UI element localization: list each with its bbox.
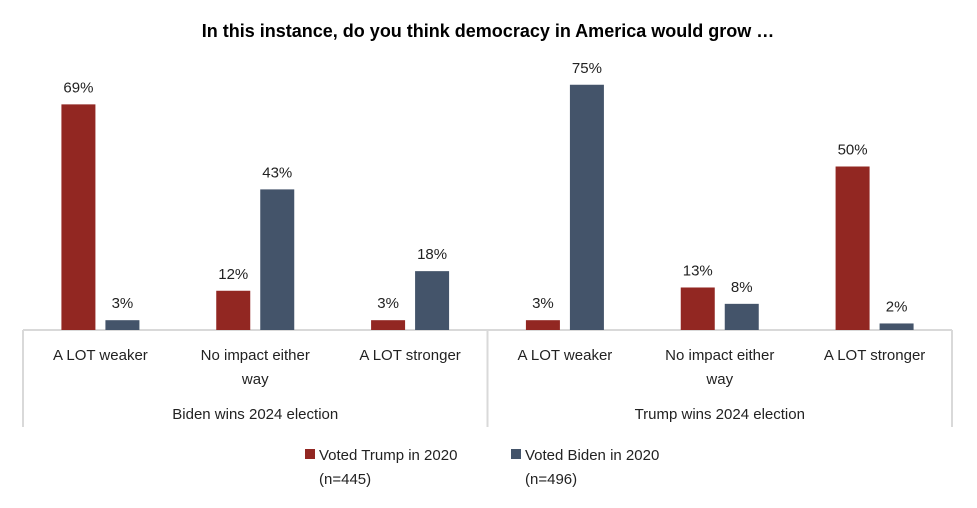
category-tick-label: No impact either	[201, 347, 310, 364]
bar	[680, 287, 715, 330]
group-tick-label: Biden wins 2024 election	[172, 406, 338, 423]
bar	[525, 320, 560, 330]
category-tick-label: way	[241, 371, 269, 388]
data-label: 8%	[731, 279, 753, 296]
legend-label: (n=445)	[319, 471, 371, 488]
bar	[260, 189, 295, 330]
data-label: 3%	[377, 295, 399, 312]
data-label: 69%	[63, 79, 93, 96]
legend: Voted Trump in 2020 (n=445) Voted Biden in…	[305, 447, 659, 488]
category-tick-label: A LOT stronger	[824, 347, 925, 364]
data-label: 18%	[417, 246, 447, 263]
data-label: 2%	[886, 298, 908, 315]
bar	[569, 84, 604, 330]
bar	[879, 323, 914, 330]
category-tick-label: way	[705, 371, 733, 388]
bar	[105, 320, 140, 330]
bar	[61, 104, 96, 331]
data-label: 50%	[838, 142, 868, 159]
category-tick-label: A LOT weaker	[518, 347, 613, 364]
labels-layer: 69% 3% A LOT weaker 12% 43% No impact either w…	[53, 60, 925, 423]
data-label: 12%	[218, 266, 248, 283]
bar	[371, 320, 406, 330]
bar	[835, 166, 870, 330]
category-tick-label: A LOT stronger	[359, 347, 460, 364]
legend-label: Voted Biden in 2020	[525, 447, 659, 464]
data-label: 3%	[112, 295, 134, 312]
data-label: 13%	[683, 262, 713, 279]
bar	[724, 303, 759, 330]
legend-swatch	[511, 449, 521, 459]
bars-layer	[61, 84, 914, 331]
chart-title: In this instance, do you think democracy…	[202, 21, 774, 41]
category-tick-label: A LOT weaker	[53, 347, 148, 364]
axis-layer	[22, 329, 953, 427]
bar	[415, 271, 450, 330]
legend-swatch	[305, 449, 315, 459]
data-label: 43%	[262, 164, 292, 181]
group-tick-label: Trump wins 2024 election	[635, 406, 805, 423]
data-label: 75%	[572, 60, 602, 77]
data-label: 3%	[532, 295, 554, 312]
category-tick-label: No impact either	[665, 347, 774, 364]
legend-label: (n=496)	[525, 471, 577, 488]
legend-label: Voted Trump in 2020	[319, 447, 457, 464]
bar	[216, 290, 251, 330]
